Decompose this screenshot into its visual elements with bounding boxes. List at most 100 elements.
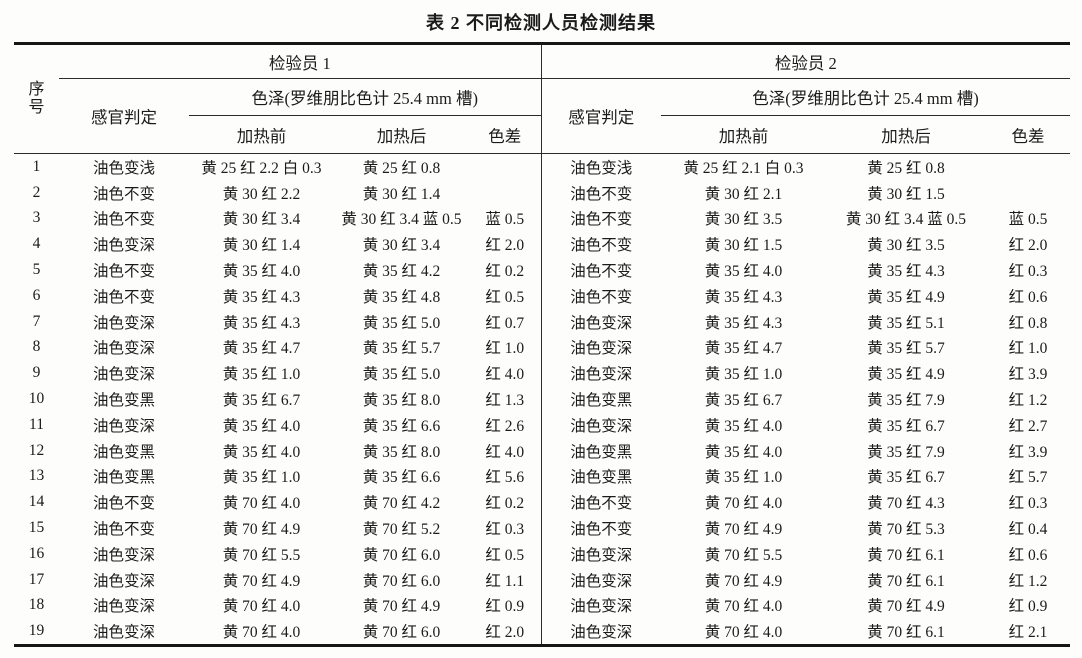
sensory-cell-1: 油色变深 xyxy=(92,417,155,435)
after-cell-1: 黄 35 红 5.0 xyxy=(362,366,441,384)
diff-cell-2: 红 0.6 xyxy=(1008,288,1048,306)
before-cell-1: 黄 30 红 3.4 xyxy=(222,211,301,229)
sensory-cell-2: 油色变深 xyxy=(570,314,633,332)
table-row: 13 油色变黑 黄 35 红 1.0 黄 35 红 6.6 红 5.6 油色变黑 黄 35 … xyxy=(14,463,1070,490)
before-cell-1: 黄 30 红 1.4 xyxy=(222,237,301,255)
sensory-cell-1: 油色变深 xyxy=(92,237,155,255)
after-cell-1: 黄 30 红 1.4 xyxy=(362,185,441,203)
sensory-cell-2: 油色变深 xyxy=(570,340,633,358)
table-row: 19 油色变深 黄 70 红 4.0 黄 70 红 6.0 红 2.0 油色变深 黄 70 … xyxy=(14,618,1070,646)
diff-cell-2: 红 1.2 xyxy=(1008,392,1048,410)
sensory-cell-2: 油色不变 xyxy=(570,263,633,281)
sensory-cell-1: 油色变深 xyxy=(92,572,155,590)
seq-cell: 1 xyxy=(32,157,41,175)
diff-cell-2: 红 1.2 xyxy=(1008,572,1048,590)
diff-cell-1: 红 0.3 xyxy=(469,515,542,541)
diff-cell-2 xyxy=(986,154,1070,180)
diff-cell-2: 红 0.4 xyxy=(1008,521,1048,539)
diff-cell-2: 红 3.9 xyxy=(1008,366,1048,384)
sensory-cell-2: 油色变浅 xyxy=(570,159,633,177)
before-cell-2: 黄 35 红 4.3 xyxy=(704,314,783,332)
table-row: 9 油色变深 黄 35 红 1.0 黄 35 红 5.0 红 4.0 油色变深 黄 35 红… xyxy=(14,360,1070,387)
seq-cell: 2 xyxy=(32,183,41,201)
diff-cell-2: 蓝 0.5 xyxy=(1008,211,1048,229)
diff-cell-2: 红 5.7 xyxy=(1008,469,1048,487)
after-cell-1: 黄 30 红 3.4 蓝 0.5 xyxy=(341,211,462,229)
after-cell-2: 黄 35 红 5.7 xyxy=(867,340,945,358)
seq-cell: 6 xyxy=(32,286,41,304)
after-cell-1: 黄 35 红 8.0 xyxy=(362,392,441,410)
before-cell-1: 黄 35 红 4.3 xyxy=(222,288,301,306)
after-cell-2: 黄 30 红 3.4 蓝 0.5 xyxy=(845,211,967,229)
after-cell-1: 黄 70 红 4.9 xyxy=(362,598,441,616)
before-cell-2: 黄 35 红 4.7 xyxy=(704,340,783,358)
table-row: 3 油色不变 黄 30 红 3.4 黄 30 红 3.4 蓝 0.5 蓝 0.5 油色不变… xyxy=(14,205,1070,232)
after-cell-1: 黄 70 红 6.0 xyxy=(362,624,441,642)
table-row: 6 油色不变 黄 35 红 4.3 黄 35 红 4.8 红 0.5 油色不变 黄 35 红… xyxy=(14,282,1070,309)
sensory-cell-2: 油色变黑 xyxy=(570,392,633,410)
diff-cell-2: 红 3.9 xyxy=(1008,443,1048,461)
sensory-cell-1: 油色变深 xyxy=(92,546,155,564)
before-cell-2: 黄 30 红 1.5 xyxy=(704,237,783,255)
after-cell-2: 黄 35 红 6.7 xyxy=(867,469,945,487)
before-cell-1: 黄 25 红 2.2 白 0.3 xyxy=(201,159,322,177)
before-cell-2: 黄 70 红 4.0 xyxy=(704,495,783,513)
sensory-cell-1: 油色不变 xyxy=(92,263,155,281)
after-cell-1: 黄 25 红 0.8 xyxy=(362,159,441,177)
seq-label-bottom: 号 xyxy=(28,99,45,116)
table-row: 18 油色变深 黄 70 红 4.0 黄 70 红 4.9 红 0.9 油色变深 黄 70 … xyxy=(14,592,1070,619)
before-cell-2: 黄 25 红 2.1 白 0.3 xyxy=(683,159,804,177)
col-header-after-2: 加热后 xyxy=(826,115,986,154)
sensory-cell-2: 油色不变 xyxy=(570,185,633,203)
before-cell-2: 黄 70 红 4.9 xyxy=(704,521,783,539)
table-row: 12 油色变黑 黄 35 红 4.0 黄 35 红 8.0 红 4.0 油色变黑 黄 35 … xyxy=(14,437,1070,464)
col-header-color-group-2: 色泽(罗维朋比色计 25.4 mm 槽) xyxy=(661,78,1070,116)
col-header-before-2: 加热前 xyxy=(661,115,826,154)
table-row: 11 油色变深 黄 35 红 4.0 黄 35 红 6.6 红 2.6 油色变深 黄 35 … xyxy=(14,411,1070,438)
sensory-cell-1: 油色不变 xyxy=(92,288,155,306)
before-cell-1: 黄 30 红 2.2 xyxy=(222,185,301,203)
sensory-cell-1: 油色变深 xyxy=(92,598,155,616)
sensory-cell-2: 油色不变 xyxy=(570,288,633,306)
col-header-diff-2: 色差 xyxy=(986,115,1070,154)
diff-cell-2: 红 0.6 xyxy=(1008,546,1048,564)
seq-cell: 14 xyxy=(28,493,45,511)
after-cell-1: 黄 30 红 3.4 xyxy=(362,237,441,255)
after-cell-1: 黄 35 红 6.6 xyxy=(362,417,441,435)
before-cell-1: 黄 70 红 4.0 xyxy=(222,624,301,642)
diff-cell-2: 红 0.3 xyxy=(1008,495,1048,513)
after-cell-2: 黄 35 红 5.1 xyxy=(867,314,945,332)
table-row: 5 油色不变 黄 35 红 4.0 黄 35 红 4.2 红 0.2 油色不变 黄 35 红… xyxy=(14,257,1070,283)
after-cell-2: 黄 30 红 3.5 xyxy=(867,237,945,255)
before-cell-1: 黄 35 红 1.0 xyxy=(222,366,301,384)
diff-cell-1: 红 4.0 xyxy=(469,437,542,464)
before-cell-1: 黄 35 红 4.0 xyxy=(222,417,301,435)
after-cell-2: 黄 70 红 6.1 xyxy=(867,546,945,564)
sensory-cell-1: 油色不变 xyxy=(92,495,155,513)
after-cell-1: 黄 35 红 4.8 xyxy=(362,288,441,306)
before-cell-1: 黄 35 红 1.0 xyxy=(222,469,301,487)
before-cell-2: 黄 30 红 3.5 xyxy=(704,211,783,229)
seq-cell: 19 xyxy=(28,622,45,640)
after-cell-2: 黄 70 红 6.1 xyxy=(867,624,945,642)
after-cell-2: 黄 35 红 7.9 xyxy=(867,443,945,461)
diff-cell-1: 红 0.7 xyxy=(469,308,542,335)
after-cell-2: 黄 70 红 6.1 xyxy=(867,572,945,590)
sensory-cell-1: 油色变深 xyxy=(92,340,155,358)
sensory-cell-1: 油色变黑 xyxy=(92,469,155,487)
after-cell-2: 黄 25 红 0.8 xyxy=(867,159,945,177)
sensory-cell-2: 油色不变 xyxy=(570,495,633,513)
after-cell-2: 黄 35 红 4.9 xyxy=(867,288,945,306)
after-cell-1: 黄 35 红 8.0 xyxy=(362,443,441,461)
seq-cell: 13 xyxy=(28,467,45,485)
sensory-cell-2: 油色不变 xyxy=(570,211,633,229)
diff-cell-1: 红 1.1 xyxy=(469,566,542,593)
diff-cell-2: 红 1.0 xyxy=(1008,340,1048,358)
before-cell-1: 黄 70 红 4.0 xyxy=(222,495,301,513)
sensory-cell-2: 油色变深 xyxy=(570,598,633,616)
col-header-before-1: 加热前 xyxy=(189,115,334,154)
results-table: 序 号 检验员 1 检验员 2 感官判定 色泽(罗维朋比色计 25.4 mm 槽… xyxy=(14,42,1070,648)
table-row: 4 油色变深 黄 30 红 1.4 黄 30 红 3.4 红 2.0 油色不变 黄 30 红… xyxy=(14,231,1070,258)
sensory-cell-1: 油色变黑 xyxy=(92,443,155,461)
col-header-inspector1: 检验员 1 xyxy=(59,43,542,79)
